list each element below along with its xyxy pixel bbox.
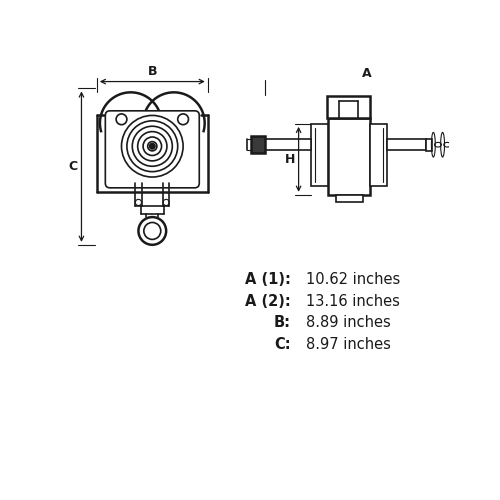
- Circle shape: [150, 144, 155, 149]
- Bar: [264, 140, 311, 150]
- Text: 13.16 inches: 13.16 inches: [306, 294, 400, 308]
- Text: A (2):: A (2):: [245, 294, 291, 308]
- Bar: [251, 136, 264, 153]
- Text: H: H: [284, 153, 295, 166]
- Bar: [426, 138, 432, 151]
- Text: B:: B:: [274, 315, 291, 330]
- Text: 8.97 inches: 8.97 inches: [306, 336, 391, 351]
- Bar: [336, 194, 362, 202]
- Text: 10.62 inches: 10.62 inches: [306, 272, 400, 287]
- Bar: [327, 96, 370, 118]
- Text: 8.89 inches: 8.89 inches: [306, 315, 391, 330]
- FancyBboxPatch shape: [106, 111, 200, 188]
- Text: A: A: [362, 67, 372, 80]
- Text: B: B: [148, 64, 157, 78]
- Bar: [387, 140, 426, 150]
- Bar: [370, 124, 387, 186]
- Bar: [311, 124, 328, 186]
- Bar: [328, 118, 370, 194]
- Text: C:: C:: [274, 336, 291, 351]
- Text: A (1):: A (1):: [245, 272, 291, 287]
- Text: C: C: [68, 160, 78, 173]
